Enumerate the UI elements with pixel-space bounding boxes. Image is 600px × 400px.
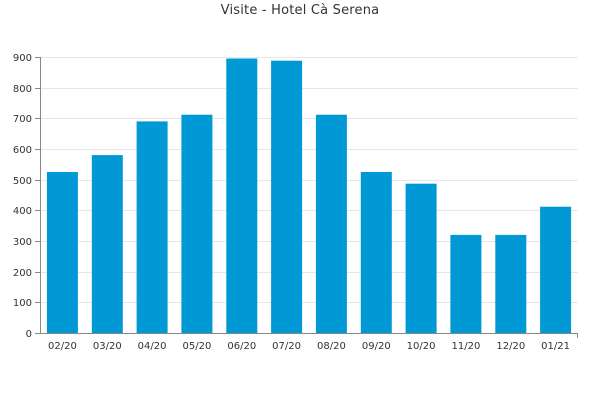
y-tick-label: 200 (13, 268, 32, 279)
bar-11-20[interactable] (450, 234, 482, 333)
y-tick-label: 500 (13, 176, 32, 187)
x-tick-label: 01/21 (541, 341, 570, 352)
x-tick-label: 04/20 (138, 341, 167, 352)
x-tick-label: 07/20 (272, 341, 301, 352)
x-tick-label: 10/20 (407, 341, 436, 352)
x-tick-label: 11/20 (451, 341, 480, 352)
label-layer: 0 100 200 300 400 500 600 700 800 900 02/20 03/20 04… (13, 53, 570, 352)
bar-layer (46, 58, 572, 334)
grid-layer (40, 57, 578, 303)
x-tick-label: 06/20 (227, 341, 256, 352)
y-tick-label: 400 (13, 206, 32, 217)
bar-12-20[interactable] (495, 234, 527, 333)
bar-07-20[interactable] (271, 60, 303, 333)
y-tick-label: 600 (13, 145, 32, 156)
bar-10-20[interactable] (405, 183, 437, 333)
x-tick-label: 12/20 (496, 341, 525, 352)
y-tick-label: 0 (26, 329, 32, 340)
bar-05-20[interactable] (181, 114, 213, 333)
x-tick-label: 05/20 (182, 341, 211, 352)
y-tick-label: 700 (13, 114, 32, 125)
x-tick-label: 09/20 (362, 341, 391, 352)
y-tick-label: 300 (13, 237, 32, 248)
bar-08-20[interactable] (315, 114, 347, 333)
chart-title: Visite - Hotel Cà Serena (220, 3, 380, 18)
bar-02-20[interactable] (46, 172, 78, 333)
bar-04-20[interactable] (136, 121, 168, 334)
bar-09-20[interactable] (360, 172, 392, 333)
x-tick-label: 08/20 (317, 341, 346, 352)
bar-06-20[interactable] (226, 58, 258, 334)
bar-03-20[interactable] (91, 155, 123, 333)
axis-layer (35, 57, 578, 338)
x-tick-label: 03/20 (93, 341, 122, 352)
bar-01-21[interactable] (540, 206, 572, 333)
x-tick-label: 02/20 (48, 341, 77, 352)
y-tick-label: 900 (13, 53, 32, 64)
y-tick-label: 100 (13, 298, 32, 309)
y-tick-label: 800 (13, 84, 32, 95)
